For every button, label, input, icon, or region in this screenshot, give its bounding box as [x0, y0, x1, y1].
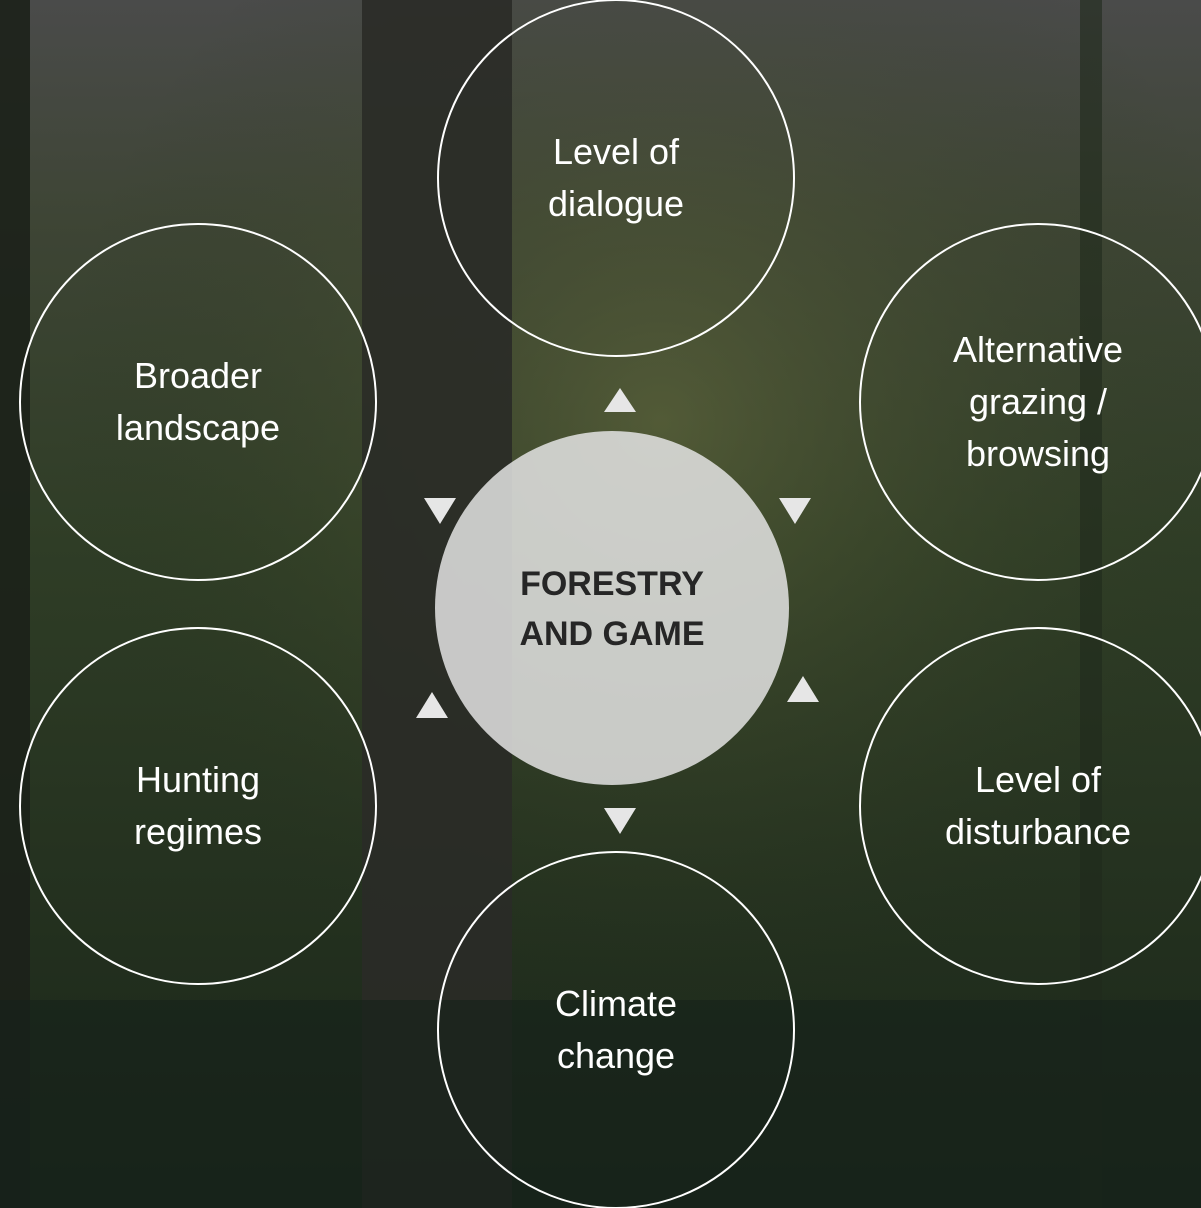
node-text: change [557, 1035, 675, 1076]
node-text: landscape [116, 407, 280, 448]
node-text: Level of [975, 759, 1102, 800]
page: Level of dialogue Alternative grazing / brow… [0, 0, 1201, 1208]
node-text: Hunting [136, 759, 260, 800]
node-text: regimes [134, 811, 262, 852]
node-text: grazing / [969, 381, 1107, 422]
diagram: Level of dialogue Alternative grazing / brow… [0, 0, 1201, 1208]
node-text: Broader [134, 355, 262, 396]
center-text: FORESTRY [520, 565, 704, 603]
node-text: Level of [553, 131, 680, 172]
node-text: Alternative [953, 329, 1123, 370]
node-text: dialogue [548, 183, 684, 224]
node-text: disturbance [945, 811, 1131, 852]
node-text: browsing [966, 433, 1110, 474]
center-circle [435, 431, 789, 785]
center-text: AND GAME [519, 615, 704, 653]
node-text: Climate [555, 983, 677, 1024]
